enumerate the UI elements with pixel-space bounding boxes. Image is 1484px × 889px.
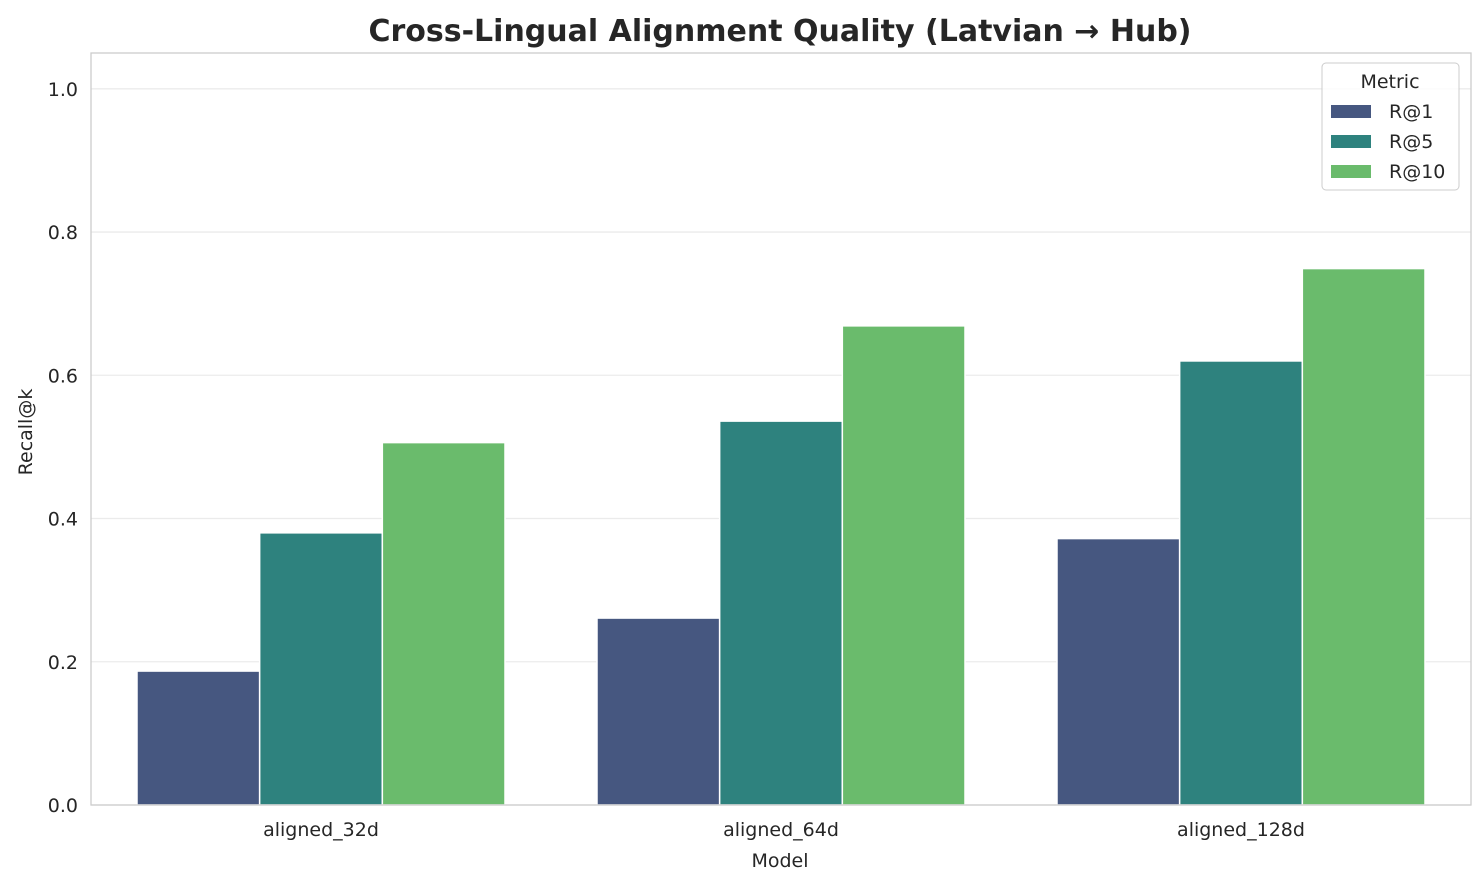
y-tick-label: 0.2 (48, 652, 78, 674)
legend-box (1321, 62, 1460, 191)
x-tick-label: aligned_64d (723, 819, 839, 841)
bar-R@1-aligned_64d (596, 617, 721, 806)
legend-title: Metric (1360, 71, 1419, 93)
bar-R@5-aligned_64d (718, 420, 844, 806)
y-tick-label: 0.8 (48, 222, 78, 244)
x-tick-label: aligned_32d (263, 819, 379, 841)
y-axis-label: Recall@k (15, 389, 37, 476)
bar-R@5-aligned_32d (258, 532, 384, 806)
legend-label: R@10 (1389, 161, 1445, 183)
x-axis-label: Model (751, 850, 808, 872)
legend-swatch-R@1 (1331, 105, 1371, 118)
bar-R@10-aligned_32d (381, 441, 506, 806)
bar-R@1-aligned_128d (1056, 537, 1181, 806)
bar-R@10-aligned_128d (1301, 267, 1426, 806)
y-tick-label: 1.0 (48, 79, 78, 101)
plot-frame (90, 52, 1472, 806)
legend-label: R@1 (1389, 101, 1433, 123)
legend: Metric R@1 R@5 R@10 (1321, 62, 1460, 191)
y-tick-label: 0.0 (48, 795, 78, 817)
y-tick-label: 0.6 (48, 365, 78, 387)
bar-R@5-aligned_128d (1178, 360, 1304, 806)
chart-title: Cross-Lingual Alignment Quality (Latvian… (368, 14, 1191, 49)
bar-R@10-aligned_64d (841, 325, 966, 806)
y-tick-label: 0.4 (48, 509, 78, 531)
legend-swatch-R@5 (1331, 135, 1371, 148)
legend-swatch-R@10 (1331, 165, 1371, 178)
bar-R@1-aligned_32d (136, 670, 261, 806)
legend-label: R@5 (1389, 131, 1433, 153)
x-tick-label: aligned_128d (1177, 819, 1305, 841)
